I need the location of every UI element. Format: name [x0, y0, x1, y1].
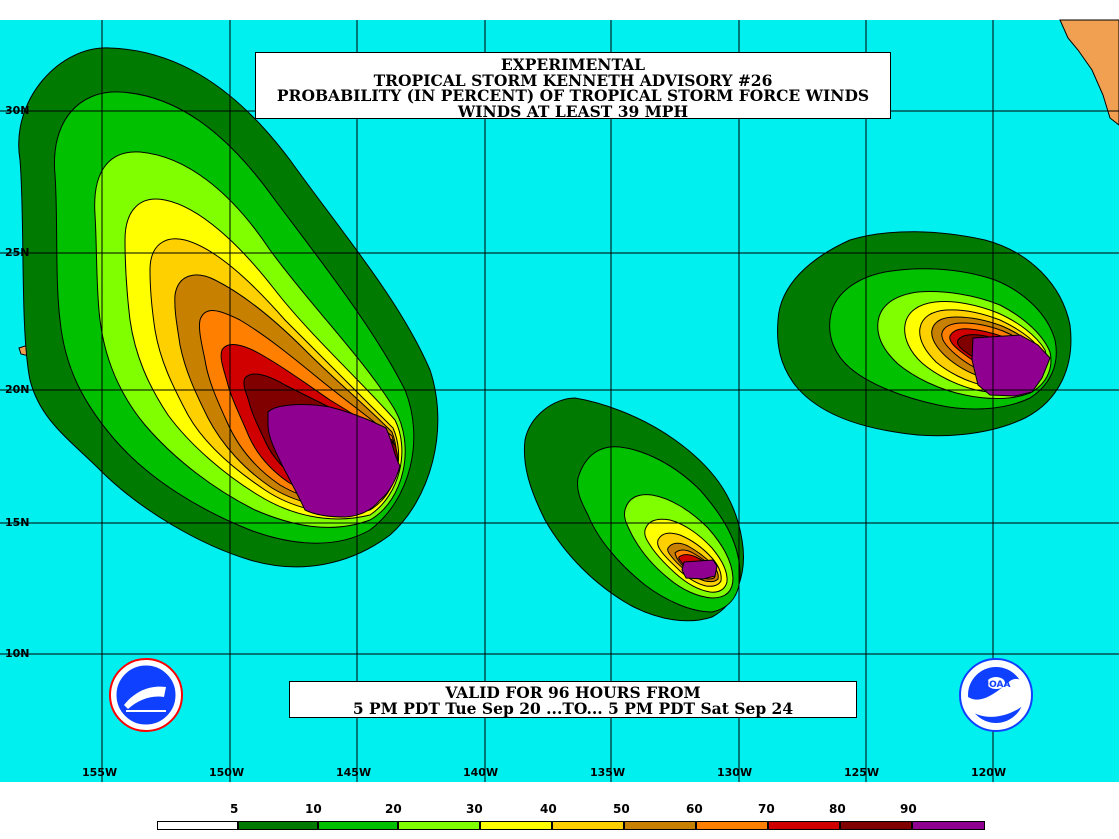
title-line-2: TROPICAL STORM KENNETH ADVISORY #26 [373, 70, 773, 90]
title-line-1: EXPERIMENTAL [500, 55, 646, 74]
legend-swatch-10 [912, 821, 985, 830]
legend-swatch-3 [398, 821, 480, 830]
nws-logo [109, 658, 183, 732]
lat-lon-grid [0, 20, 1119, 782]
lon-label-135w: 135W [590, 766, 626, 779]
valid-period-box: VALID FOR 96 HOURS FROM 5 PM PDT Tue Sep… [289, 681, 857, 718]
lon-label-125w: 125W [844, 766, 880, 779]
title-box: EXPERIMENTAL TROPICAL STORM KENNETH ADVI… [255, 52, 891, 119]
title-line-3: PROBABILITY (IN PERCENT) OF TROPICAL STO… [276, 86, 870, 105]
lat-label-15n: 15N [5, 516, 30, 529]
legend-tick-30: 30 [466, 802, 483, 816]
legend-tick-90: 90 [900, 802, 917, 816]
lon-label-145w: 145W [336, 766, 372, 779]
lat-label-25n: 25N [5, 246, 30, 259]
swath-east [777, 231, 1072, 437]
svg-text:NOAA: NOAA [982, 680, 1011, 690]
legend-swatch-2 [318, 821, 398, 830]
north-america-land [1059, 19, 1119, 126]
legend-swatch-5 [552, 821, 624, 830]
swath-west [18, 47, 439, 568]
legend-tick-40: 40 [540, 802, 557, 816]
lat-label-10n: 10N [5, 647, 30, 660]
legend-tick-70: 70 [758, 802, 775, 816]
legend-tick-60: 60 [686, 802, 703, 816]
legend-swatch-6 [624, 821, 696, 830]
swath-middle [523, 397, 744, 622]
title-line-4: WINDS AT LEAST 39 MPH [457, 101, 689, 121]
legend-tick-50: 50 [613, 802, 630, 816]
lat-label-20n: 20N [5, 383, 30, 396]
lat-label-30n: 30N [5, 104, 30, 117]
lon-label-155w: 155W [82, 766, 118, 779]
legend-tick-5: 5 [230, 802, 239, 816]
lon-label-150w: 150W [209, 766, 245, 779]
legend-tick-10: 10 [305, 802, 322, 816]
lon-label-130w: 130W [717, 766, 753, 779]
lon-label-120w: 120W [971, 766, 1007, 779]
valid-line-1: VALID FOR 96 HOURS FROM [445, 683, 701, 702]
valid-line-2: 5 PM PDT Tue Sep 20 ...TO... 5 PM PDT Sa… [352, 698, 794, 718]
lon-label-140w: 140W [463, 766, 499, 779]
noaa-logo: NOAA [959, 658, 1033, 732]
legend-swatch-7 [696, 821, 768, 830]
legend-swatch-8 [768, 821, 840, 830]
legend-swatch-4 [480, 821, 552, 830]
legend-swatch-9 [840, 821, 912, 830]
legend-tick-20: 20 [385, 802, 402, 816]
legend-swatch-1 [238, 821, 318, 830]
legend-swatch-0 [157, 821, 238, 830]
legend-tick-80: 80 [829, 802, 846, 816]
